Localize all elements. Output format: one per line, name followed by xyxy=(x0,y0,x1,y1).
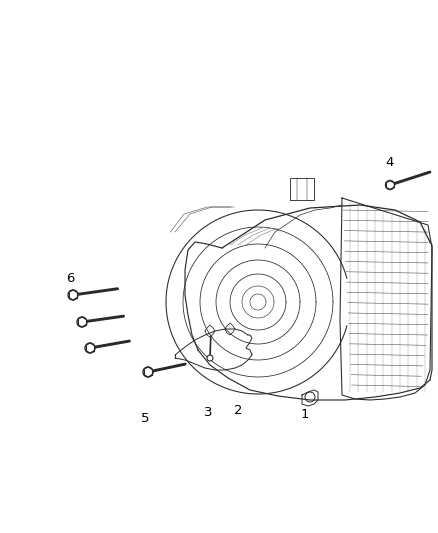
Circle shape xyxy=(143,367,153,377)
Circle shape xyxy=(77,317,87,327)
Text: 3: 3 xyxy=(204,406,212,418)
Text: 5: 5 xyxy=(141,411,149,424)
Circle shape xyxy=(85,343,95,353)
Circle shape xyxy=(385,181,395,190)
Text: 4: 4 xyxy=(386,157,394,169)
Text: 6: 6 xyxy=(66,271,74,285)
Circle shape xyxy=(207,355,213,361)
Text: 1: 1 xyxy=(301,408,309,421)
Circle shape xyxy=(68,290,78,300)
Text: 2: 2 xyxy=(234,403,242,416)
Circle shape xyxy=(305,392,315,402)
